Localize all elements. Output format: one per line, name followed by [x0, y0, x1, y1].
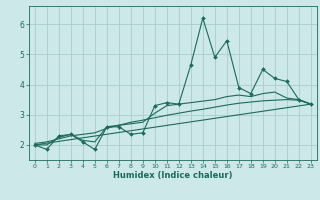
X-axis label: Humidex (Indice chaleur): Humidex (Indice chaleur)	[113, 171, 233, 180]
